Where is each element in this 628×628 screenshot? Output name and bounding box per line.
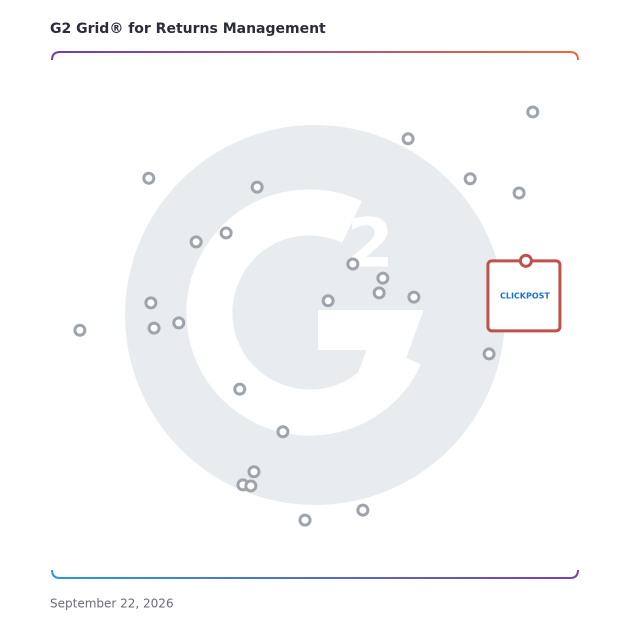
point [376, 271, 390, 285]
point [247, 465, 261, 479]
point [298, 513, 312, 527]
point [526, 105, 540, 119]
point [144, 296, 158, 310]
point [189, 235, 203, 249]
point [172, 316, 186, 330]
point [250, 180, 264, 194]
svg-text:2: 2 [346, 205, 393, 284]
frame [51, 51, 579, 579]
highlight-point [518, 253, 533, 268]
point [401, 132, 415, 146]
point [276, 425, 290, 439]
point [482, 347, 496, 361]
chart-title: G2 Grid® for Returns Management [50, 21, 326, 37]
point [356, 503, 370, 517]
point [463, 172, 477, 186]
point [407, 290, 421, 304]
point [233, 382, 247, 396]
point [346, 257, 360, 271]
point [142, 171, 156, 185]
point [73, 323, 87, 337]
point [372, 286, 386, 300]
highlight-label: CLICKPOST [500, 291, 550, 300]
plot: CLICKPOST [73, 105, 562, 527]
point [147, 321, 161, 335]
point [512, 186, 526, 200]
point [321, 294, 335, 308]
footnote: September 22, 2026 [50, 597, 174, 611]
point [219, 226, 233, 240]
point [244, 479, 258, 493]
